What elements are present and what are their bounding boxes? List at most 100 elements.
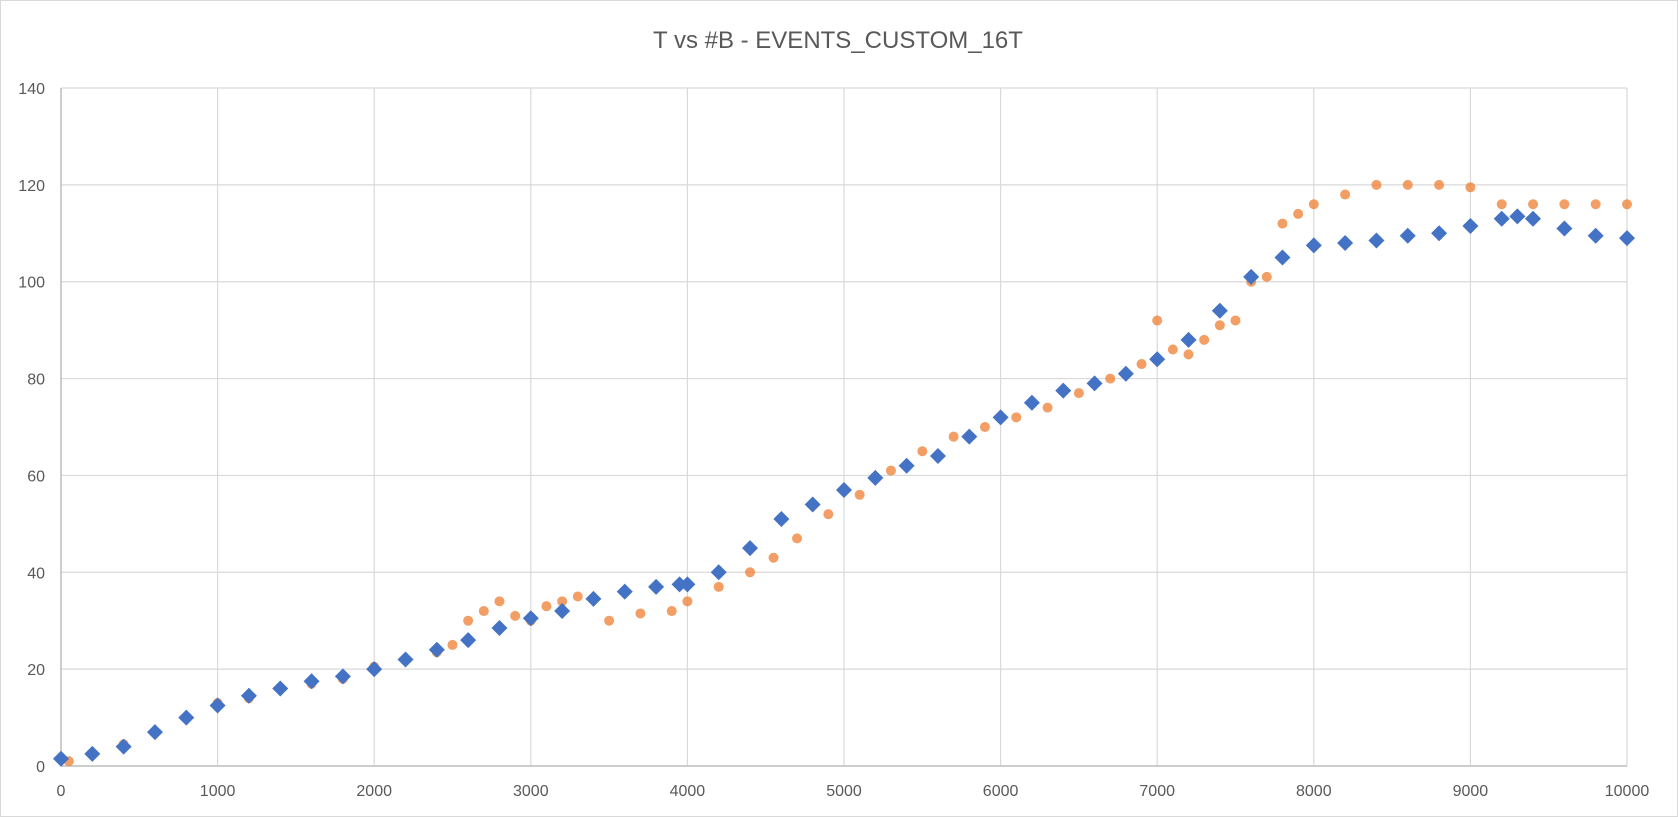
orange-point <box>604 615 615 626</box>
blue-point <box>929 448 946 465</box>
blue-point <box>836 481 852 498</box>
blue-point <box>992 409 1009 426</box>
y-tick-label: 140 <box>18 81 45 98</box>
series-blue-points <box>53 208 1635 767</box>
orange-point <box>682 596 693 607</box>
blue-point <box>272 680 289 697</box>
blue-point <box>1055 382 1072 399</box>
orange-point <box>1371 179 1382 190</box>
blue-point <box>178 709 195 726</box>
orange-point <box>917 446 928 457</box>
orange-point <box>1011 412 1022 423</box>
axes <box>60 88 1627 767</box>
orange-point <box>1308 199 1319 210</box>
blue-point <box>209 697 226 714</box>
chart-title: T vs #B - EVENTS_CUSTOM_16T <box>653 27 1023 54</box>
blue-point <box>710 564 727 581</box>
blue-point <box>554 603 571 620</box>
orange-point <box>572 591 583 602</box>
y-tick-label: 100 <box>18 275 45 292</box>
blue-point <box>742 540 759 557</box>
blue-point <box>53 750 69 767</box>
orange-point <box>447 639 458 650</box>
blue-point <box>1399 227 1416 244</box>
orange-point <box>1042 402 1053 413</box>
orange-point <box>541 601 552 612</box>
blue-point <box>1086 375 1103 392</box>
orange-point <box>1293 208 1304 219</box>
orange-point <box>1261 271 1272 282</box>
orange-point <box>745 567 756 578</box>
orange-point <box>792 533 803 544</box>
blue-point <box>1149 351 1166 368</box>
blue-point <box>240 687 257 704</box>
orange-point <box>948 431 959 442</box>
x-tick-label: 1000 <box>200 783 236 800</box>
blue-point <box>1243 268 1260 285</box>
orange-point <box>1465 182 1476 193</box>
y-tick-label: 120 <box>18 178 45 195</box>
orange-point <box>713 581 724 592</box>
orange-point <box>494 596 505 607</box>
y-tick-label: 80 <box>27 372 45 389</box>
orange-point <box>666 606 677 617</box>
x-tick-label: 3000 <box>513 783 549 800</box>
blue-point <box>1556 220 1573 237</box>
blue-point <box>867 469 884 486</box>
x-tick-label: 2000 <box>356 783 392 800</box>
x-tick-label: 0 <box>57 783 66 800</box>
orange-point <box>823 509 834 520</box>
x-tick-label: 8000 <box>1296 783 1332 800</box>
orange-point <box>1136 359 1147 370</box>
blue-point <box>773 511 790 528</box>
blue-point <box>428 641 445 658</box>
blue-point <box>146 724 163 741</box>
orange-point <box>635 608 646 619</box>
blue-point <box>648 578 665 595</box>
orange-point <box>1559 199 1570 210</box>
blue-point <box>1619 230 1635 247</box>
blue-point <box>1525 210 1542 227</box>
blue-point <box>115 738 132 755</box>
blue-point <box>1211 302 1228 319</box>
blue-point <box>1337 234 1354 251</box>
series-orange-points <box>63 179 1632 767</box>
y-tick-label: 60 <box>27 468 45 485</box>
blue-point <box>616 583 633 600</box>
blue-point <box>961 428 978 445</box>
y-tick-label: 0 <box>36 759 45 776</box>
orange-point <box>885 465 896 476</box>
orange-point <box>1105 373 1116 384</box>
orange-point <box>1152 315 1163 326</box>
blue-point <box>84 745 101 762</box>
blue-point <box>522 610 539 627</box>
blue-point <box>1023 394 1040 411</box>
orange-point <box>1528 199 1539 210</box>
orange-point <box>1230 315 1241 326</box>
orange-point <box>1496 199 1507 210</box>
blue-point <box>397 651 414 668</box>
blue-point <box>1509 208 1526 225</box>
gridlines <box>60 87 1628 767</box>
blue-point <box>1431 225 1448 242</box>
blue-point <box>303 673 320 690</box>
orange-point <box>1277 218 1288 229</box>
blue-point <box>1274 249 1291 266</box>
orange-point <box>1214 320 1225 331</box>
blue-point <box>1180 331 1197 348</box>
x-tick-label: 5000 <box>826 783 862 800</box>
orange-point <box>478 606 489 617</box>
blue-point <box>1587 227 1604 244</box>
blue-point <box>898 457 915 474</box>
blue-point <box>491 619 508 636</box>
blue-point <box>366 661 383 678</box>
x-tick-label: 7000 <box>1139 783 1175 800</box>
y-tick-label: 40 <box>27 565 45 582</box>
x-tick-label: 10000 <box>1605 783 1650 800</box>
orange-point <box>1340 189 1351 200</box>
orange-point <box>1167 344 1178 355</box>
blue-point <box>460 632 477 649</box>
blue-point <box>1493 210 1510 227</box>
blue-point <box>1368 232 1385 249</box>
